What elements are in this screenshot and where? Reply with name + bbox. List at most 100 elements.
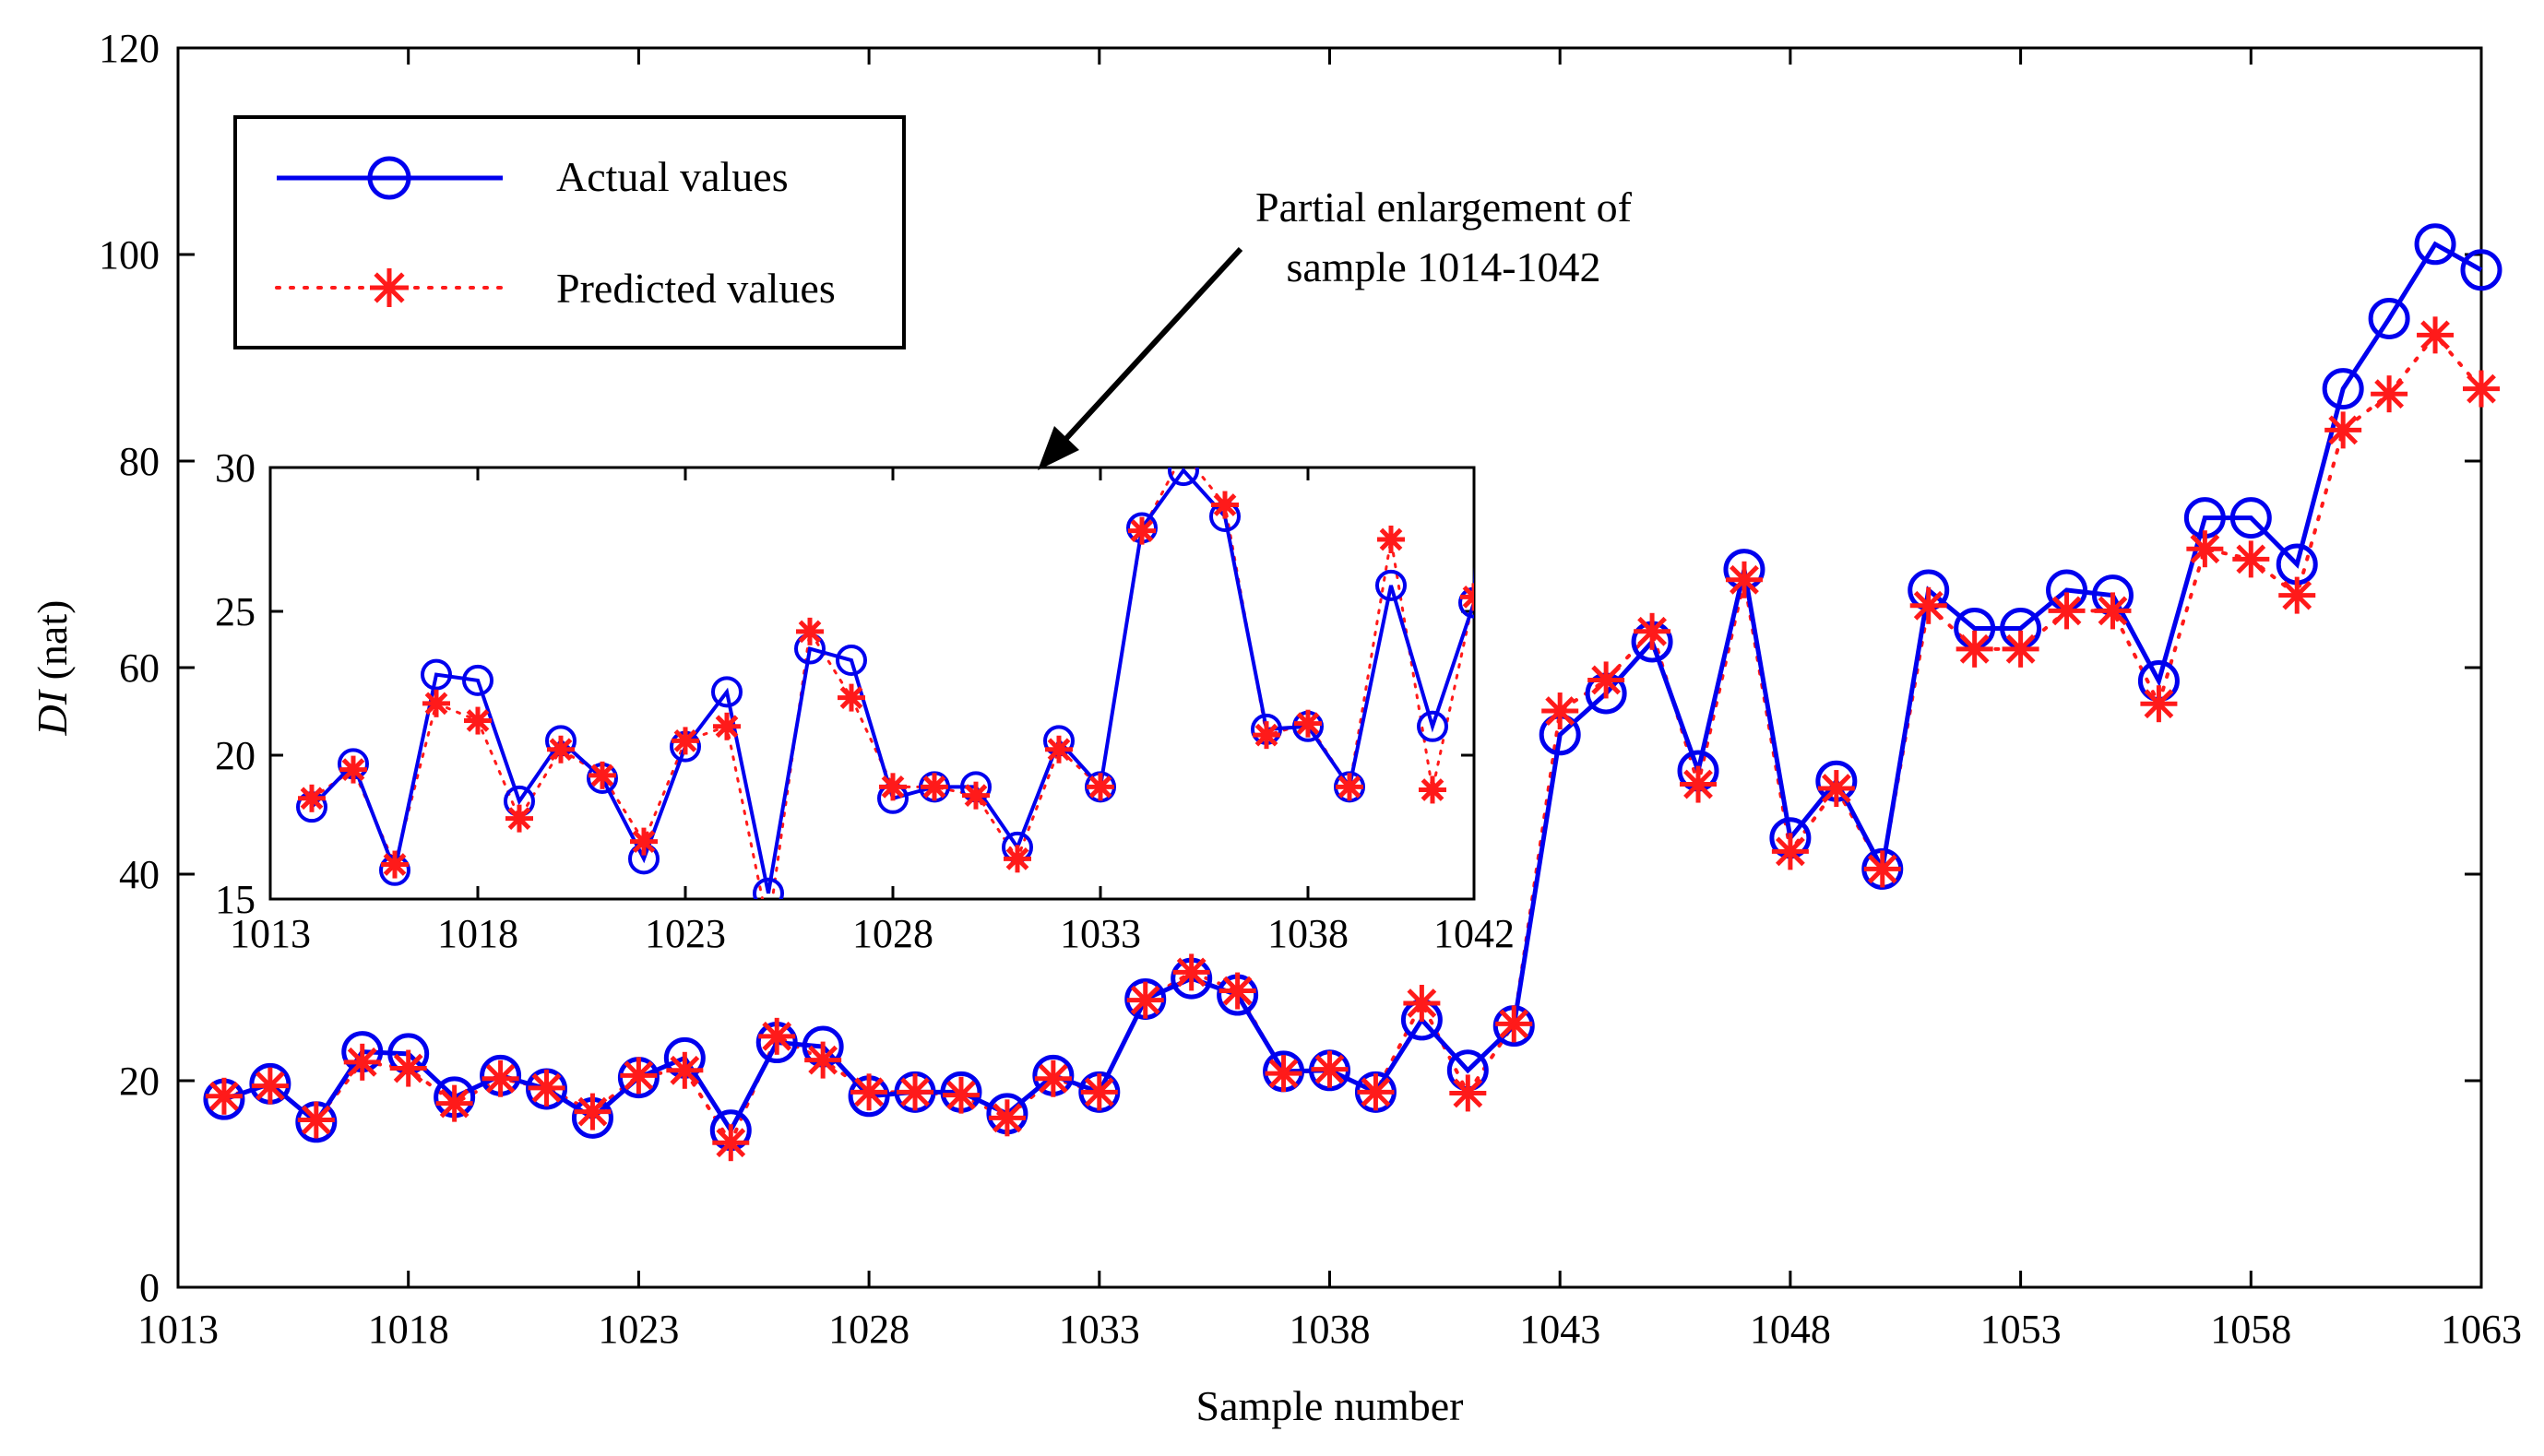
predicted-marker-stroke	[341, 758, 365, 781]
predicted-point	[804, 1041, 842, 1079]
predicted-point	[251, 1067, 289, 1105]
predicted-marker-stroke	[1130, 985, 1160, 1015]
annotation-line-1: Partial enlargement of	[1255, 183, 1633, 231]
predicted-point	[1357, 1073, 1395, 1111]
predicted-marker-stroke	[839, 686, 863, 709]
main-plot: 1013 1018 1023 1028 1033 1038 1043 1048 1053 1058…	[29, 26, 2522, 1429]
inset-predicted-point	[1045, 735, 1073, 764]
inset-actual-point	[836, 645, 867, 677]
predicted-point	[1034, 1059, 1072, 1097]
inset-plot: 1013 1018 1023 1028 1033 1038 1042 15 20 25 30	[215, 439, 1515, 956]
predicted-point	[620, 1057, 658, 1095]
predicted-point	[2140, 685, 2178, 723]
predicted-point	[1403, 985, 1441, 1022]
inset-actual-point	[1168, 468, 1199, 487]
predicted-point	[1172, 953, 1210, 991]
predicted-marker-stroke	[964, 784, 988, 808]
inset-predicted-point	[1128, 516, 1156, 545]
predicted-point	[1495, 1005, 1533, 1043]
predicted-marker-stroke	[209, 1081, 239, 1111]
predicted-marker-stroke	[1254, 723, 1278, 747]
predicted-marker-stroke	[1038, 1063, 1068, 1094]
predicted-marker-stroke	[1361, 1077, 1391, 1107]
predicted-point	[2048, 592, 2086, 630]
predicted-point	[435, 1084, 473, 1122]
predicted-marker-stroke	[1047, 738, 1071, 762]
predicted-point	[1265, 1055, 1302, 1093]
inset-predicted-point	[879, 773, 907, 801]
legend: Actual values Predicted values	[233, 115, 906, 349]
legend-predicted-label: Predicted values	[556, 265, 836, 312]
predicted-marker-stroke	[1173, 444, 1193, 463]
predicted-marker-stroke	[507, 807, 531, 831]
predicted-marker-stroke	[1959, 633, 1990, 664]
inset-predicted-point	[422, 689, 450, 717]
inset-x-tick-label: 1018	[437, 911, 518, 956]
x-tick-label: 1018	[368, 1307, 449, 1352]
predicted-point	[2278, 576, 2316, 614]
predicted-point	[850, 1073, 888, 1111]
annotation-arrow-head	[1038, 426, 1079, 470]
inset-predicted-point	[464, 706, 492, 735]
x-tick-label: 1043	[1519, 1307, 1600, 1352]
inset-y-tick-label: 15	[215, 877, 256, 922]
predicted-marker-stroke	[715, 715, 739, 739]
predicted-marker-stroke	[762, 1021, 792, 1051]
predicted-marker-stroke	[808, 1045, 838, 1075]
predicted-marker-stroke	[1314, 1054, 1345, 1084]
inset-actual-point	[711, 676, 743, 708]
y-tick-label: 60	[119, 645, 160, 691]
predicted-marker-stroke	[1005, 846, 1029, 870]
actual-point	[2414, 223, 2456, 266]
inset-x-tick-label: 1038	[1267, 911, 1349, 956]
inset-actual-point	[1375, 569, 1407, 601]
annotation: Partial enlargement of sample 1014-1042	[1038, 183, 1633, 470]
predicted-point	[574, 1093, 612, 1130]
predicted-marker-stroke	[383, 853, 407, 876]
predicted-point	[297, 1101, 335, 1139]
inset-predicted-point	[1004, 845, 1031, 873]
predicted-marker-stroke	[2051, 596, 2082, 626]
predicted-marker-stroke	[1462, 586, 1474, 600]
x-tick-label: 1048	[1750, 1307, 1831, 1352]
predicted-point	[2232, 540, 2270, 578]
predicted-marker-stroke	[1545, 696, 1575, 726]
inset-predicted-point	[1170, 439, 1197, 467]
y-tick-label: 0	[139, 1265, 160, 1310]
inset-predicted-point	[381, 850, 409, 879]
inset-y-tick-label: 25	[215, 589, 256, 634]
predicted-point	[1863, 850, 1901, 888]
predicted-point	[712, 1124, 750, 1162]
predicted-marker-stroke	[1730, 564, 1759, 595]
inset-predicted-point	[1294, 709, 1322, 738]
predicted-marker-stroke	[881, 775, 905, 799]
predicted-marker-stroke	[2005, 633, 2036, 664]
annotation-line-2: sample 1014-1042	[1286, 243, 1600, 290]
predicted-marker-stroke	[466, 709, 490, 732]
x-tick-label: 1053	[1980, 1307, 2062, 1352]
legend-actual-marker	[367, 156, 411, 200]
predicted-marker-stroke	[531, 1072, 562, 1103]
predicted-marker-stroke	[632, 830, 656, 853]
predicted-marker-stroke	[900, 1077, 930, 1107]
predicted-marker-stroke	[1213, 493, 1237, 516]
inset-actual-point	[1458, 586, 1474, 619]
actual-point	[2460, 249, 2502, 291]
predicted-point	[1587, 661, 1625, 699]
inset-predicted-point	[962, 781, 990, 810]
predicted-marker-stroke	[1453, 1078, 1483, 1108]
y-tick-label: 80	[119, 439, 160, 484]
inset-series	[296, 439, 1474, 899]
predicted-point	[1771, 833, 1809, 870]
predicted-point	[1817, 770, 1855, 808]
predicted-marker-stroke	[347, 1047, 377, 1077]
predicted-marker-stroke	[549, 738, 573, 762]
predicted-point	[2324, 411, 2362, 449]
y-tick-label: 120	[99, 26, 160, 71]
x-tick-label: 1038	[1290, 1307, 1371, 1352]
inset-x-tick-label: 1028	[852, 911, 933, 956]
predicted-marker-stroke	[670, 1055, 700, 1085]
predicted-point	[942, 1076, 980, 1114]
